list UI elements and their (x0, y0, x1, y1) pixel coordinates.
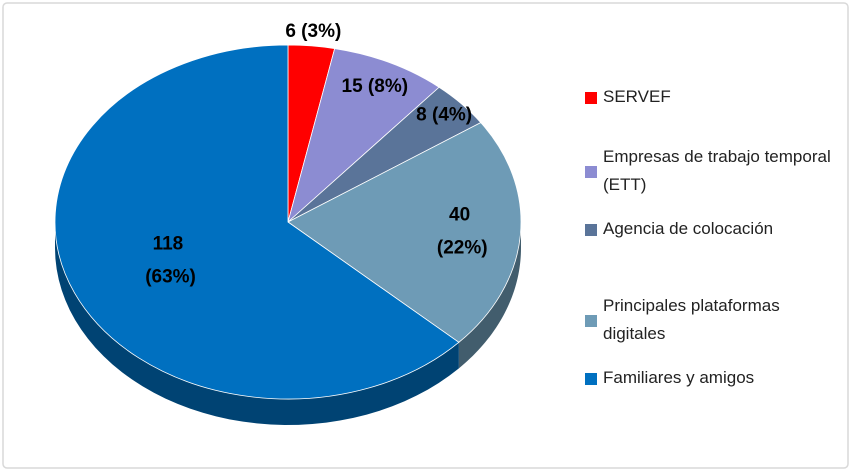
legend-swatch (585, 373, 597, 385)
data-label: 15 (8%) (342, 76, 409, 97)
slice (287, 48, 440, 224)
data-label: 40 (22%) (437, 205, 488, 259)
legend-swatch (585, 224, 597, 236)
slice (287, 122, 522, 343)
slice (54, 44, 460, 400)
legend-label: SERVEF (603, 87, 671, 106)
data-label: 118 (63%) (145, 233, 196, 287)
legend-swatch (585, 315, 597, 327)
slice-side (55, 222, 459, 425)
legend-label: Principales plataformas digitales (603, 296, 784, 343)
data-label: 6 (3%) (285, 21, 341, 42)
data-label: 8 (4%) (416, 105, 472, 126)
legend-label: Agencia de colocación (603, 219, 773, 238)
legend-swatch (585, 92, 597, 104)
legend-label: Familiares y amigos (603, 368, 754, 387)
legend-label: Empresas de trabajo temporal (ETT) (603, 147, 835, 194)
slice-side (458, 222, 521, 369)
legend-swatch (585, 166, 597, 178)
